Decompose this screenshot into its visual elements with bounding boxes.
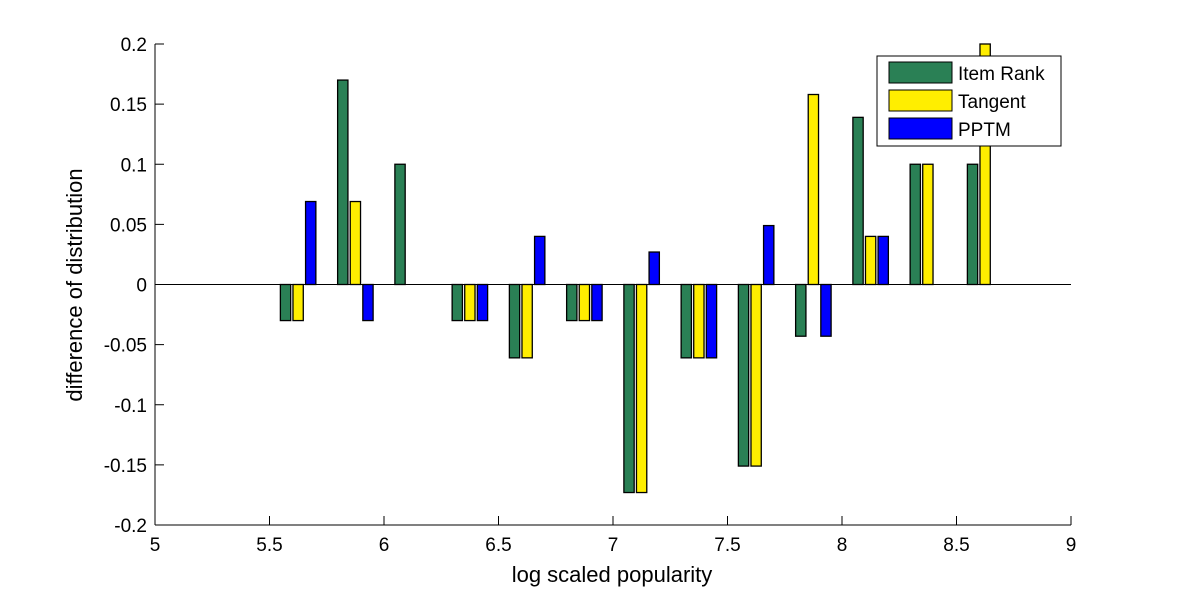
bar-item-rank-0 xyxy=(279,283,292,322)
bar-item-rank-7 xyxy=(680,283,693,359)
bar-tangent-7 xyxy=(693,283,705,359)
legend-swatch-pptm xyxy=(888,117,953,140)
x-tick-label: 7 xyxy=(608,535,619,556)
y-tick-label: -0.05 xyxy=(104,336,147,357)
bar-item-rank-1 xyxy=(336,79,349,286)
bar-item-rank-11 xyxy=(909,163,922,286)
bar-pptm-5 xyxy=(591,283,603,322)
y-tick-label: 0.15 xyxy=(110,95,147,116)
bar-pptm-6 xyxy=(648,251,661,286)
y-tick-label: 0.2 xyxy=(121,35,147,56)
bar-tangent-11 xyxy=(922,163,934,286)
y-tick-label: -0.1 xyxy=(114,396,147,417)
bar-item-rank-3 xyxy=(451,283,464,322)
x-tick-label: 8.5 xyxy=(943,535,969,556)
bar-tangent-0 xyxy=(292,283,304,322)
bar-item-rank-9 xyxy=(794,283,807,337)
bar-item-rank-4 xyxy=(508,283,521,359)
legend-swatch-item-rank xyxy=(888,61,953,84)
x-axis-label: log scaled popularity xyxy=(512,562,713,587)
legend-label: PPTM xyxy=(958,120,1011,141)
bar-pptm-3 xyxy=(476,283,489,322)
x-tick-label: 6 xyxy=(379,535,390,556)
bar-tangent-8 xyxy=(750,283,762,467)
bar-pptm-7 xyxy=(705,283,718,359)
y-tick-label: 0.05 xyxy=(110,215,147,236)
y-tick-label: 0.1 xyxy=(121,155,147,176)
axes-layer: -0.2 -0.15 -0.1 -0.05 0 0.05 0.1 0.15 0.2 5 5.5 6 6.… xyxy=(104,35,1077,556)
x-tick-label: 8 xyxy=(837,535,848,556)
bar-tangent-3 xyxy=(464,283,476,322)
bar-item-rank-12 xyxy=(966,163,979,286)
bar-tangent-5 xyxy=(578,283,591,322)
legend: Item Rank Tangent PPTM xyxy=(876,55,1062,147)
y-axis-label: difference of distribution xyxy=(62,168,87,401)
bar-pptm-9 xyxy=(820,283,832,337)
bar-item-rank-5 xyxy=(565,283,578,322)
bar-pptm-10 xyxy=(877,235,890,286)
bar-pptm-8 xyxy=(762,224,775,286)
bar-item-rank-8 xyxy=(737,283,750,467)
bar-item-rank-10 xyxy=(852,116,864,286)
bar-pptm-0 xyxy=(304,200,317,286)
legend-swatch-tangent xyxy=(888,89,953,112)
bar-tangent-10 xyxy=(864,235,877,286)
bar-tangent-9 xyxy=(807,93,820,286)
bar-pptm-1 xyxy=(362,283,374,322)
x-tick-label: 5 xyxy=(150,535,161,556)
y-tick-label: 0 xyxy=(136,276,147,297)
bar-pptm-4 xyxy=(533,235,546,286)
legend-label: Tangent xyxy=(958,92,1026,113)
x-tick-label: 5.5 xyxy=(256,535,282,556)
bar-tangent-4 xyxy=(521,283,533,359)
bar-item-rank-2 xyxy=(394,163,406,286)
bar-tangent-1 xyxy=(349,200,362,286)
bar-item-rank-6 xyxy=(623,283,635,494)
legend-label: Item Rank xyxy=(958,64,1045,85)
y-tick-label: -0.2 xyxy=(114,516,147,537)
x-tick-label: 9 xyxy=(1066,535,1077,556)
bar-tangent-6 xyxy=(635,283,648,494)
x-tick-label: 6.5 xyxy=(485,535,511,556)
y-tick-label: -0.15 xyxy=(104,456,147,477)
x-tick-label: 7.5 xyxy=(714,535,740,556)
